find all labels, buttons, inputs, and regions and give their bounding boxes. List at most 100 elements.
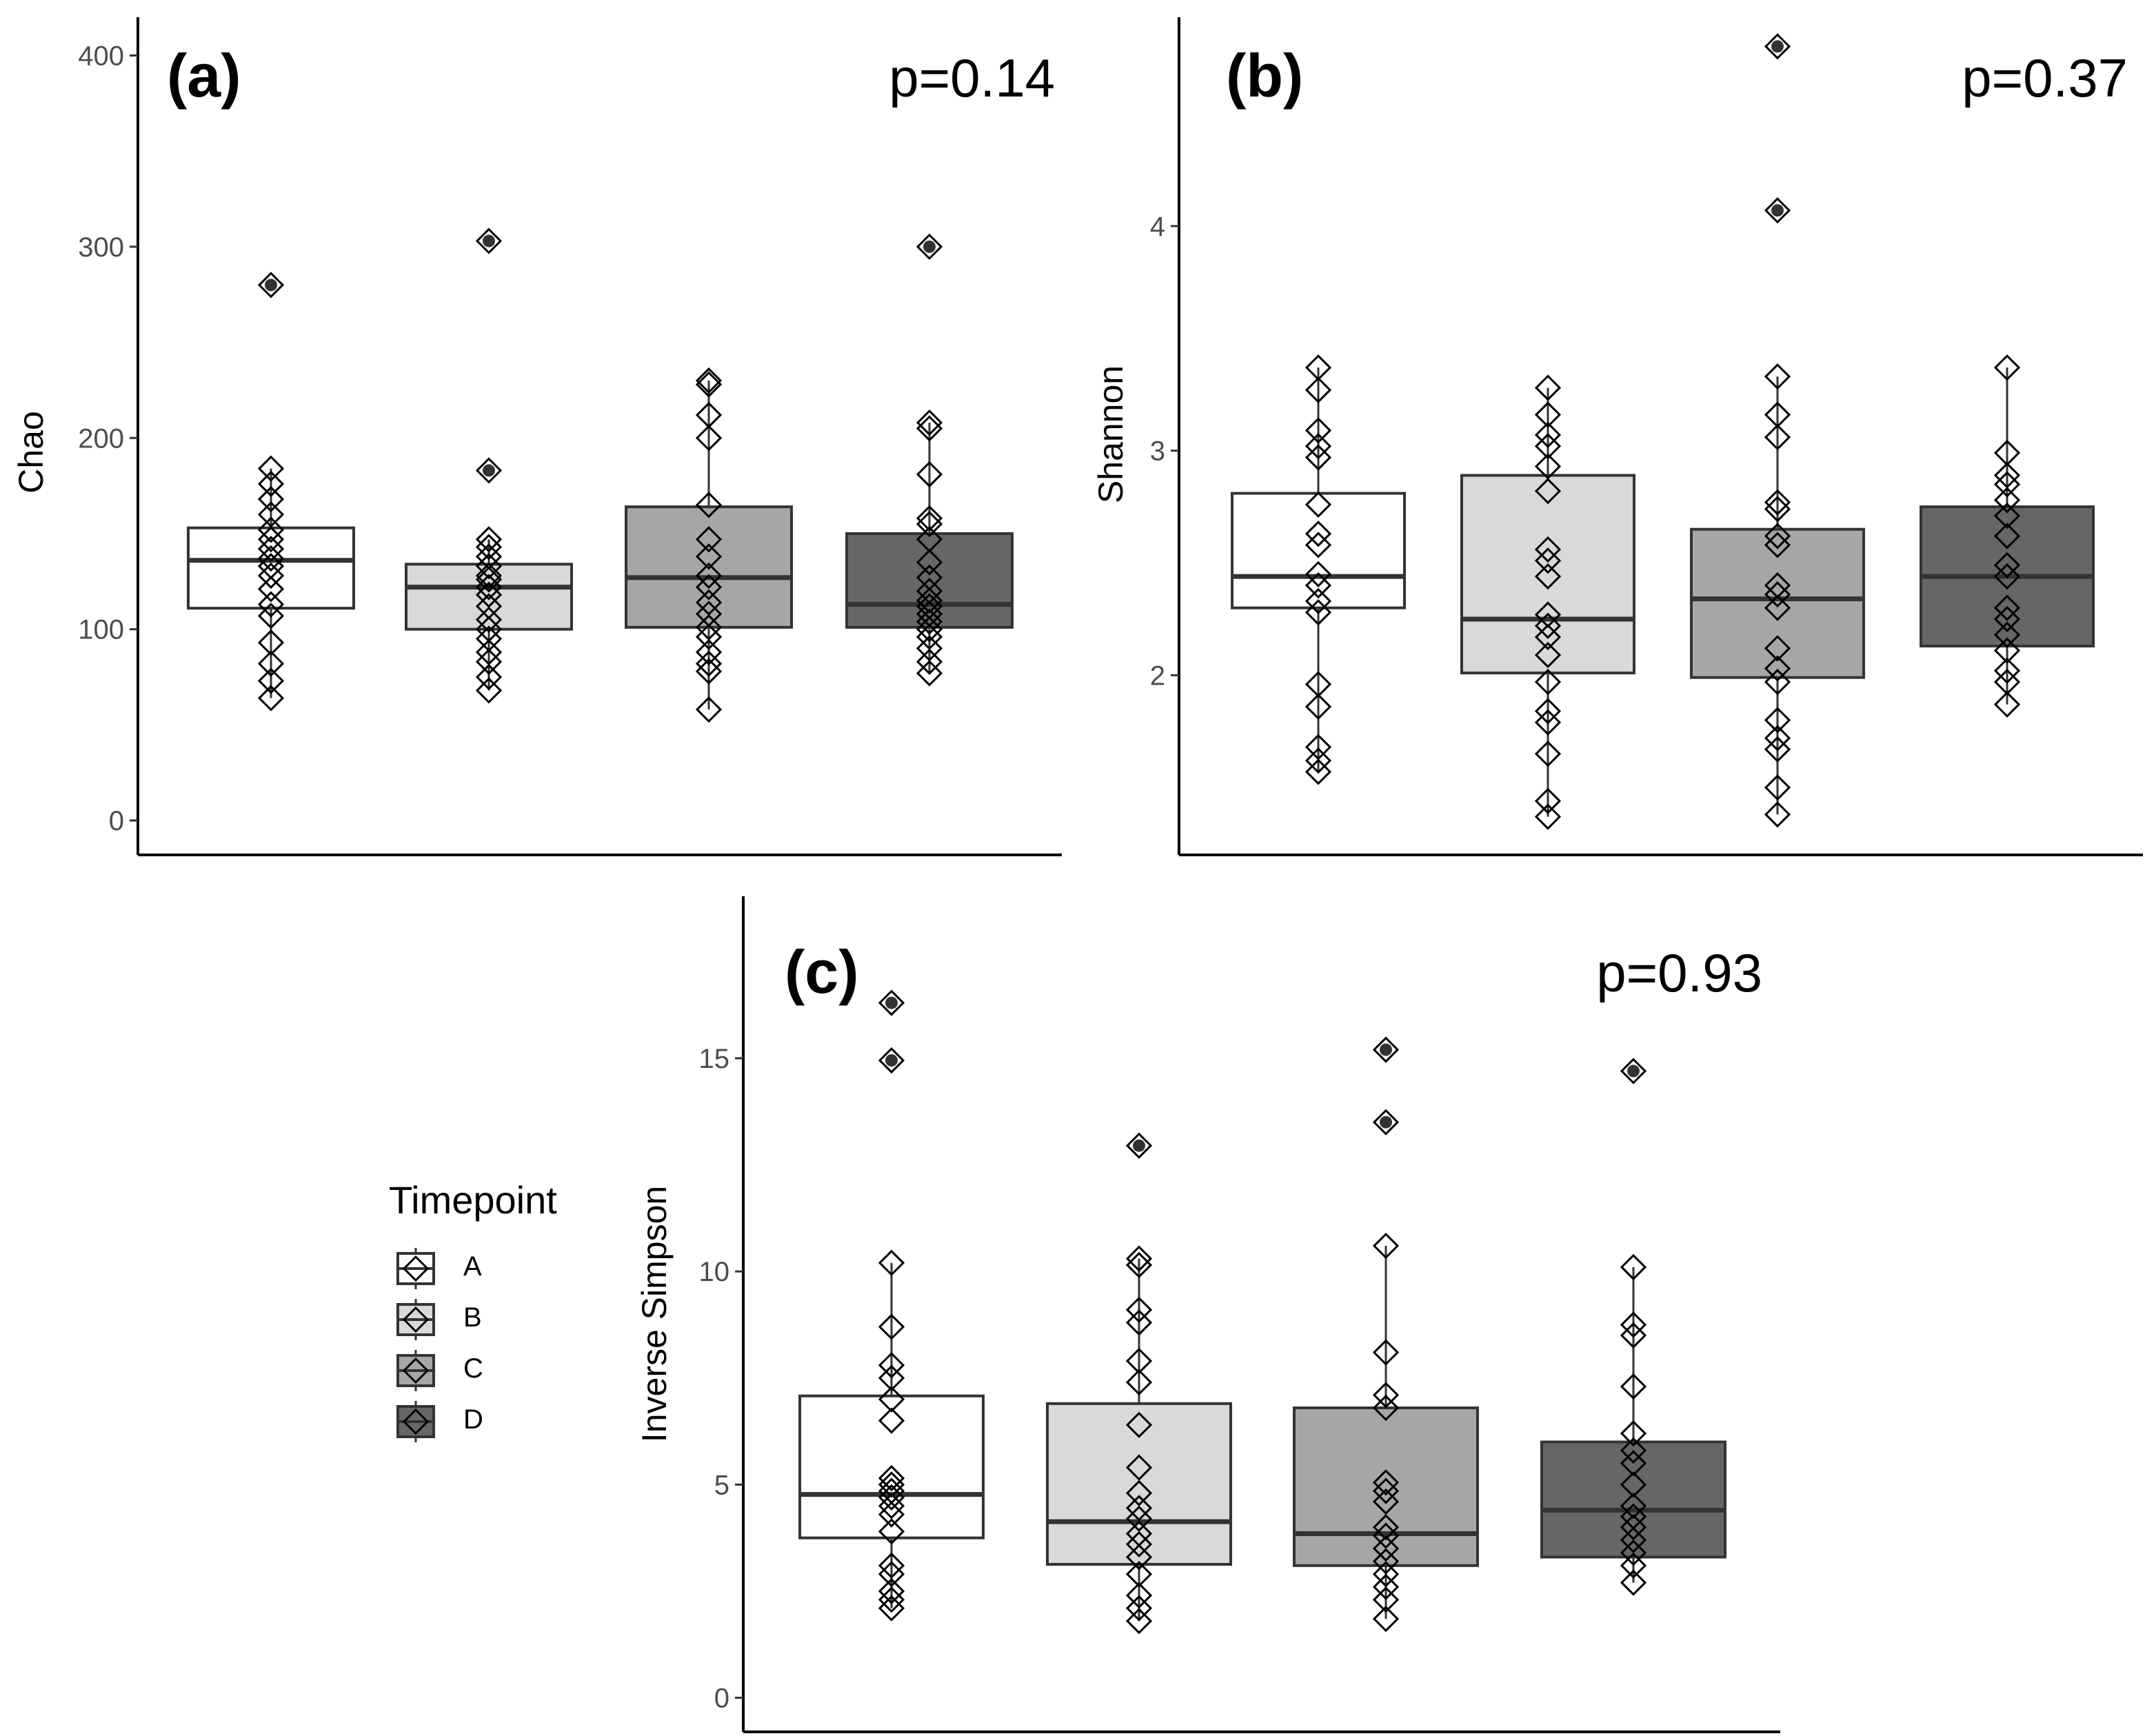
data-point xyxy=(1620,1420,1647,1447)
data-point xyxy=(1305,758,1332,785)
box-group-a xyxy=(1231,367,1406,772)
data-point xyxy=(1305,747,1332,774)
data-point xyxy=(1372,1561,1400,1588)
data-point xyxy=(257,629,285,656)
data-point xyxy=(1764,801,1791,828)
outlier-point xyxy=(1133,1139,1145,1152)
data-point xyxy=(1372,1548,1400,1575)
outlier-point xyxy=(1771,40,1784,53)
data-point xyxy=(1620,1437,1647,1464)
data-point xyxy=(1534,698,1562,725)
data-point xyxy=(1534,641,1562,669)
data-point xyxy=(1534,601,1562,628)
data-point xyxy=(1125,1505,1153,1532)
data-point xyxy=(695,600,723,627)
data-point xyxy=(1372,1514,1400,1541)
data-point xyxy=(1993,563,2021,590)
data-point xyxy=(1372,1232,1400,1260)
outlier-point xyxy=(483,234,495,248)
data-point xyxy=(1764,363,1791,390)
data-point xyxy=(878,1464,905,1492)
box-b xyxy=(1046,1402,1232,1566)
data-point xyxy=(1305,417,1332,444)
data-point xyxy=(1534,433,1562,460)
y-tick-label: 100 xyxy=(78,615,124,645)
panel-c-label: (c) xyxy=(785,938,859,1006)
data-point xyxy=(257,667,285,694)
data-point xyxy=(1125,1480,1153,1506)
data-point xyxy=(257,536,285,563)
panel-b-label: (b) xyxy=(1226,41,1303,110)
data-point xyxy=(257,591,285,618)
data-point xyxy=(1372,1382,1400,1409)
legend-title: Timepoint xyxy=(389,1178,557,1222)
panel-a-pvalue: p=0.14 xyxy=(889,48,1055,108)
data-point xyxy=(1534,536,1562,563)
data-point xyxy=(1372,1469,1400,1496)
legend-key-c xyxy=(396,1350,435,1391)
y-tick-label: 4 xyxy=(1150,212,1165,242)
data-point xyxy=(1305,734,1332,760)
data-point xyxy=(695,589,723,616)
data-point-outlier xyxy=(475,457,503,484)
panel-c: (c) p=0.93 Inverse Simpson 0 5 10 15 xyxy=(635,896,1780,1733)
panel-a: (a) p=0.14 Chao 0 100 200 300 400 xyxy=(12,17,1062,856)
data-point xyxy=(1534,740,1562,767)
data-point xyxy=(475,566,503,593)
legend-key-a xyxy=(396,1248,435,1289)
data-point xyxy=(1534,623,1562,651)
legend-key-diamond xyxy=(402,1255,430,1282)
box-group-b xyxy=(1046,1258,1232,1622)
data-point xyxy=(916,526,943,553)
panel-b-y-axis-label: Shannon xyxy=(1091,365,1130,503)
box-a xyxy=(187,526,355,610)
data-point-outlier xyxy=(1125,1132,1153,1159)
data-point-outlier xyxy=(1620,1058,1647,1084)
data-point xyxy=(1993,487,2021,514)
data-point xyxy=(1764,707,1791,734)
data-point xyxy=(1764,725,1791,751)
data-point xyxy=(695,526,723,553)
data-point xyxy=(1125,1495,1153,1522)
box-group-c xyxy=(1293,1246,1479,1619)
data-point xyxy=(1534,401,1562,428)
data-point xyxy=(475,663,503,691)
axes: 0 100 200 300 400 xyxy=(78,17,1062,856)
data-point-outlier xyxy=(916,233,943,260)
data-point xyxy=(1993,594,2021,621)
box-group-b xyxy=(1460,387,1635,817)
legend-key-d xyxy=(396,1401,435,1442)
data-point xyxy=(1125,1369,1153,1396)
data-point xyxy=(1620,1253,1647,1281)
legend-key-diamond xyxy=(402,1357,430,1384)
data-point xyxy=(1620,1552,1647,1579)
data-point xyxy=(1305,376,1332,403)
data-point xyxy=(1125,1561,1153,1588)
outlier-point xyxy=(1771,204,1784,217)
data-point xyxy=(1534,453,1562,480)
data-point xyxy=(1620,1526,1647,1553)
data-point xyxy=(1534,478,1562,505)
data-point-outlier xyxy=(1372,1109,1400,1136)
data-point xyxy=(1764,523,1791,549)
data-point xyxy=(475,526,503,553)
data-point xyxy=(1372,1573,1400,1600)
box-c xyxy=(1293,1406,1479,1567)
data-point xyxy=(1620,1569,1647,1596)
data-point xyxy=(475,543,503,570)
data-point xyxy=(475,616,503,643)
box-b xyxy=(405,563,573,631)
data-point xyxy=(1125,1347,1153,1375)
data-point xyxy=(1620,1514,1647,1541)
y-tick-label: 300 xyxy=(78,232,124,263)
data-point xyxy=(695,562,723,589)
data-point xyxy=(1125,1411,1153,1438)
data-point xyxy=(916,564,943,591)
panel-b: (b) p=0.37 Shannon 2 3 4 xyxy=(1091,17,2143,856)
data-point xyxy=(1764,669,1791,696)
box-b xyxy=(1460,474,1635,675)
data-point xyxy=(1534,612,1562,639)
data-point xyxy=(257,650,285,677)
data-point xyxy=(1620,1311,1647,1338)
